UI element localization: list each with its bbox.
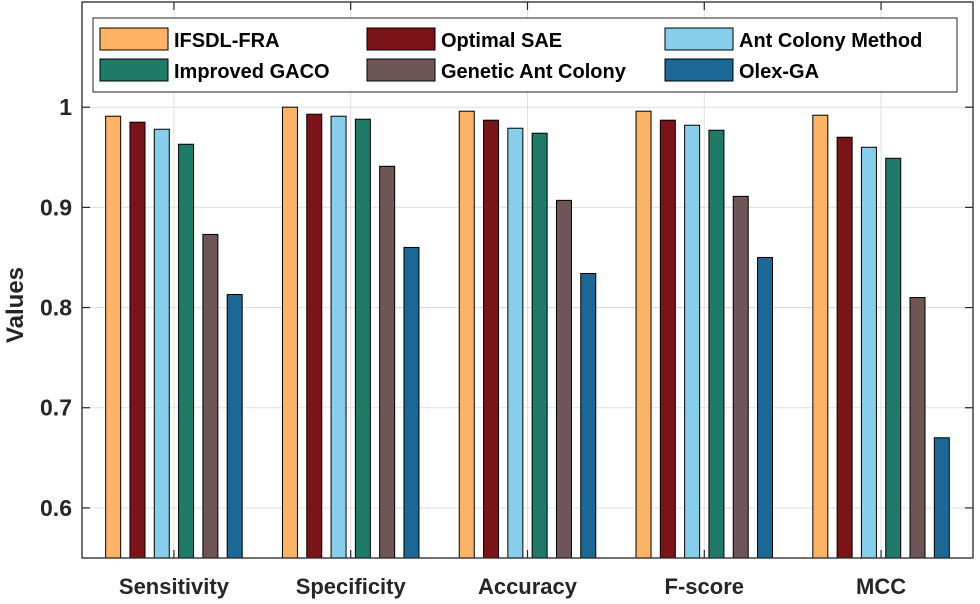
bar-olex-ga-specificity	[403, 246, 420, 559]
x-axis: Sensitivity Specificity Accuracy F-score MCC	[119, 2, 906, 599]
y-tick-label: 0.7	[40, 395, 72, 421]
bar-ifsdl-fra-sensitivity	[105, 115, 122, 559]
legend-swatch-genetic-ant-colony	[366, 58, 436, 82]
bar-genetic-ant-colony-specificity	[379, 165, 396, 559]
y-tick-label: 0.6	[40, 495, 72, 521]
bars	[105, 106, 950, 559]
bar-ifsdl-fra-f-score	[635, 110, 652, 559]
bar-olex-ga-accuracy	[580, 272, 597, 559]
x-tick-label: Sensitivity	[119, 574, 230, 599]
bar-genetic-ant-colony-accuracy	[555, 199, 572, 559]
bar-ant-colony-method-sensitivity	[153, 128, 170, 559]
bar-improved-gaco-sensitivity	[178, 143, 195, 559]
y-tick-label: 1	[59, 94, 72, 120]
bar-improved-gaco-specificity	[354, 118, 371, 559]
legend-swatch-olex-ga	[664, 58, 734, 82]
legend-box	[92, 17, 958, 93]
bar-optimal-sae-f-score	[659, 119, 676, 559]
legend-label-improved-gaco: Improved GACO	[174, 61, 330, 83]
bar-ant-colony-method-specificity	[330, 115, 347, 559]
y-axis-label: Values	[2, 267, 29, 343]
legend-swatch-improved-gaco	[99, 58, 169, 82]
legend: IFSDL-FRA Optimal SAE Ant Colony Method Imp…	[92, 17, 958, 93]
y-tick-label: 0.8	[40, 295, 72, 321]
bar-olex-ga-sensitivity	[226, 294, 243, 559]
bar-optimal-sae-accuracy	[483, 119, 500, 559]
x-tick-label: Accuracy	[478, 574, 578, 599]
bar-ifsdl-fra-mcc	[812, 114, 829, 559]
bar-optimal-sae-specificity	[306, 113, 323, 559]
bar-improved-gaco-f-score	[708, 129, 725, 559]
bar-ant-colony-method-accuracy	[507, 127, 524, 559]
bar-olex-ga-f-score	[757, 256, 774, 559]
bar-genetic-ant-colony-mcc	[909, 297, 926, 559]
legend-swatch-ant-colony-method	[664, 27, 734, 51]
legend-label-genetic-ant-colony: Genetic Ant Colony	[441, 61, 627, 83]
bar-ifsdl-fra-specificity	[281, 106, 298, 559]
bar-optimal-sae-sensitivity	[129, 121, 146, 559]
bar-improved-gaco-mcc	[885, 157, 902, 559]
legend-label-optimal-sae: Optimal SAE	[441, 30, 562, 52]
legend-label-ifsdl-fra: IFSDL-FRA	[174, 30, 280, 52]
bar-ant-colony-method-mcc	[860, 146, 877, 559]
legend-label-olex-ga: Olex-GA	[739, 61, 819, 83]
bar-genetic-ant-colony-sensitivity	[202, 233, 219, 559]
legend-swatch-ifsdl-fra	[99, 27, 169, 51]
x-tick-label: MCC	[856, 574, 906, 599]
bar-ifsdl-fra-accuracy	[458, 110, 475, 559]
legend-swatch-optimal-sae	[366, 27, 436, 51]
bar-ant-colony-method-f-score	[684, 124, 701, 559]
x-tick-label: Specificity	[296, 574, 407, 599]
bar-olex-ga-mcc	[933, 437, 950, 559]
y-tick-label: 0.9	[40, 194, 72, 220]
legend-label-ant-colony-method: Ant Colony Method	[739, 30, 922, 52]
bar-genetic-ant-colony-f-score	[732, 195, 749, 559]
x-tick-label: F-score	[665, 574, 744, 599]
y-axis: 0.6 0.7 0.8 0.9 1	[40, 94, 973, 521]
bar-improved-gaco-accuracy	[531, 132, 548, 559]
bar-optimal-sae-mcc	[836, 136, 853, 559]
